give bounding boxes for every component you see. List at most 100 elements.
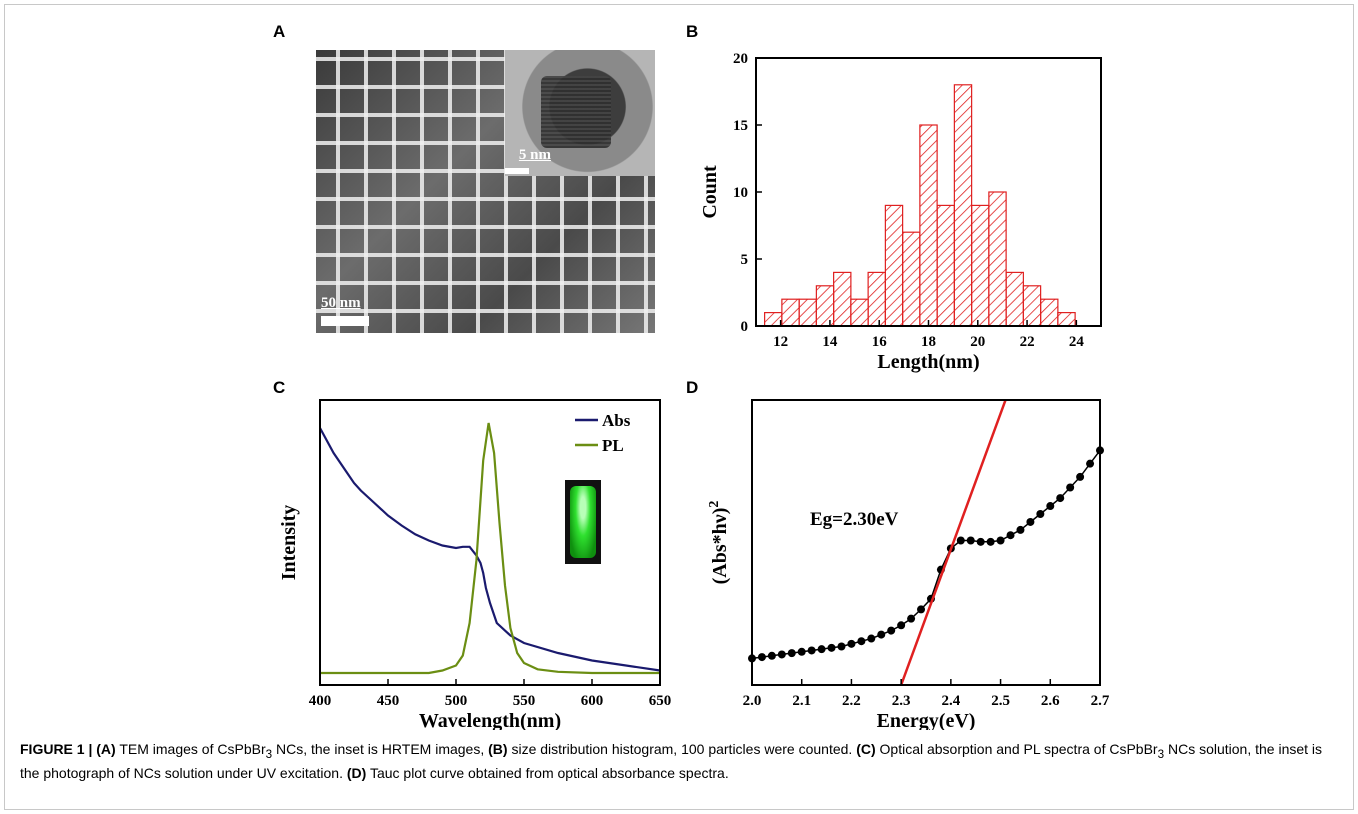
y-axis-label: Count — [699, 165, 721, 219]
histogram-bar — [884, 204, 904, 327]
data-point — [897, 621, 906, 630]
data-point — [767, 651, 776, 660]
data-point — [956, 536, 965, 545]
data-point — [857, 637, 866, 646]
data-point — [1076, 472, 1085, 481]
data-point — [847, 639, 856, 648]
data-point — [917, 605, 926, 614]
y-tick-label: 15 — [733, 118, 748, 134]
caption-b: (B) — [488, 741, 508, 757]
panel-letter-a: A — [273, 22, 286, 41]
main-scale-label: 50 nm — [321, 295, 361, 311]
tauc-plot-chart: 2.0 2.1 2.2 2.3 2.4 2.5 2.6 2.7 Eg=2.30eV Energy(… — [707, 399, 1110, 730]
data-point — [1086, 459, 1095, 468]
hrtem-inset-image — [505, 50, 655, 176]
y-axis-label: Intensity — [278, 505, 300, 581]
panel-letter-c: C — [273, 378, 286, 397]
x-tick-label: 22 — [1020, 334, 1035, 350]
inset-scale-label: 5 nm — [518, 147, 551, 163]
data-point — [887, 626, 896, 635]
histogram-bar — [953, 84, 973, 327]
figure-frame — [4, 4, 1354, 810]
caption-sub-1: 3 — [265, 747, 273, 761]
histogram-bar — [1022, 285, 1042, 327]
caption-text-5: NCs solution, the inset is the photograp… — [20, 741, 1323, 781]
x-tick-label: 14 — [822, 334, 838, 350]
y-axis-label: (Abs*hν)2 — [707, 501, 731, 585]
data-point — [817, 645, 826, 654]
legend-label-pl: PL — [602, 436, 624, 455]
data-point — [1046, 502, 1055, 511]
x-tick-label: 2.1 — [792, 693, 811, 709]
histogram-bar — [936, 204, 955, 327]
x-tick-label: 12 — [773, 334, 788, 350]
y-tick-label: 10 — [733, 185, 748, 201]
data-point — [797, 647, 806, 656]
histogram-bar — [850, 298, 869, 327]
histogram-bar — [815, 285, 835, 327]
x-axis-label: Wavelength(nm) — [419, 710, 561, 730]
data-point — [757, 653, 766, 662]
x-tick-label: 2.5 — [991, 693, 1010, 709]
caption-sub-2: 3 — [1157, 747, 1165, 761]
data-point — [787, 649, 796, 658]
y-tick-label: 5 — [741, 252, 749, 268]
histogram-bar — [833, 271, 852, 327]
data-point — [1006, 531, 1015, 540]
x-tick-label: 450 — [377, 693, 400, 709]
caption-c: (C) — [856, 741, 876, 757]
x-tick-label: 2.2 — [842, 693, 861, 709]
data-point — [976, 537, 985, 546]
data-point — [807, 646, 816, 655]
uv-vial-photo — [565, 480, 601, 564]
caption-label: FIGURE 1 | — [20, 741, 93, 757]
band-gap-annotation: Eg=2.30eV — [810, 509, 899, 530]
data-point — [1036, 510, 1045, 518]
series-line-abs — [319, 427, 661, 672]
histogram-bar — [781, 298, 800, 327]
x-tick-label: 2.6 — [1041, 693, 1060, 709]
histogram-bar — [1005, 271, 1024, 327]
caption-text-6: Tauc plot curve obtained from optical ab… — [366, 764, 729, 781]
y-tick-label: 0 — [741, 319, 749, 335]
x-tick-label: 550 — [513, 693, 536, 709]
y-tick-label: 20 — [733, 51, 748, 67]
x-tick-label: 2.4 — [941, 693, 960, 709]
plot-frame — [751, 399, 1101, 686]
data-point — [777, 650, 786, 659]
data-point — [877, 630, 886, 639]
tauc-curve — [751, 449, 1101, 660]
x-tick-label: 400 — [309, 693, 332, 709]
x-tick-label: 500 — [445, 693, 468, 709]
histogram-bar — [988, 191, 1007, 327]
panel-letter-d: D — [686, 378, 699, 397]
tem-image: 5 nm 50 nm — [316, 50, 655, 333]
x-tick-label: 24 — [1069, 334, 1085, 350]
histogram-bar — [1040, 298, 1059, 327]
data-point — [1056, 494, 1065, 503]
histogram-bar — [1057, 312, 1076, 327]
histogram-bar — [798, 298, 817, 327]
x-tick-label: 2.7 — [1091, 693, 1110, 709]
data-point — [996, 536, 1005, 545]
data-point — [867, 634, 876, 643]
caption-text-1: TEM images of CsPbBr — [115, 741, 266, 757]
data-point — [1066, 483, 1075, 492]
caption-text-3: size distribution histogram, 100 particl… — [507, 741, 857, 757]
x-axis-label: Length(nm) — [877, 351, 979, 373]
panel-letter-b: B — [686, 22, 699, 41]
data-point — [907, 614, 916, 623]
caption-text-4: Optical absorption and PL spectra of CsP… — [875, 741, 1158, 757]
data-point — [1026, 517, 1035, 526]
histogram-bar — [971, 204, 990, 327]
histogram-bar — [764, 312, 783, 327]
linear-fit-line — [899, 400, 1007, 685]
data-point — [986, 537, 995, 546]
histogram-bar — [867, 271, 886, 327]
x-tick-label: 650 — [649, 693, 672, 709]
figure-caption: FIGURE 1 | (A) TEM images of CsPbBr3 NCs… — [20, 740, 1340, 783]
x-tick-label: 600 — [581, 693, 604, 709]
caption-a: (A) — [96, 741, 116, 757]
series-line-pl — [320, 422, 660, 675]
